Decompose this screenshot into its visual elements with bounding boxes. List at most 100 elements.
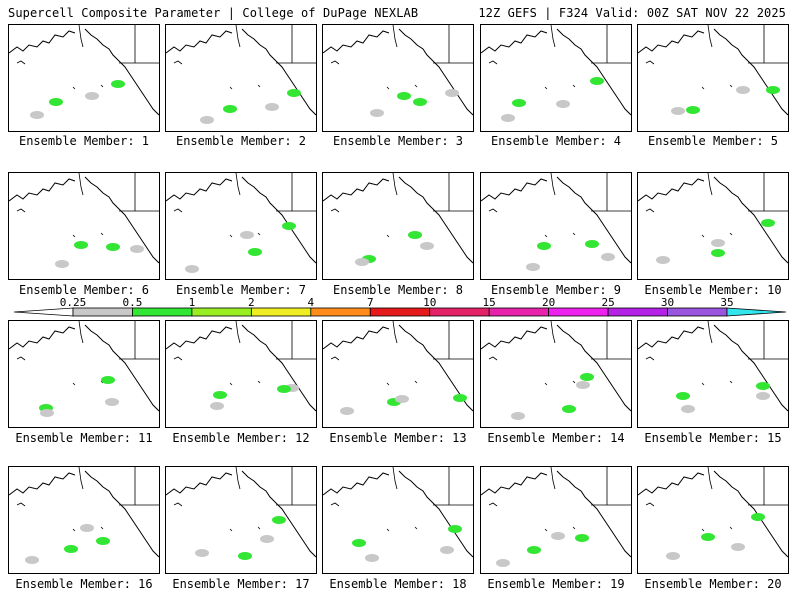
member-label: Ensemble Member: 18 xyxy=(329,577,467,591)
coastline xyxy=(166,324,316,412)
field-shading xyxy=(101,376,115,384)
member-map xyxy=(481,321,631,420)
member-label: Ensemble Member: 15 xyxy=(644,431,782,445)
colorbar-tick-label: 35 xyxy=(720,296,734,309)
field-shading xyxy=(25,556,39,564)
field-shading xyxy=(260,535,274,543)
political-border xyxy=(707,173,788,212)
colorbar-segment xyxy=(369,307,431,317)
islands xyxy=(173,502,261,532)
field-shading xyxy=(277,385,291,393)
colorbar-tick-label: 2 xyxy=(248,296,255,309)
field-shading xyxy=(556,100,570,108)
member-map xyxy=(323,467,473,562)
field-shading xyxy=(200,116,214,124)
field-shading xyxy=(240,231,254,239)
field-shading xyxy=(761,219,775,227)
colorbar-tick-label: 0.25 xyxy=(59,296,87,309)
colorbar-tick-label: 7 xyxy=(366,296,374,309)
member-panel xyxy=(165,466,317,574)
colorbar-min-arrow xyxy=(13,307,74,317)
islands xyxy=(645,502,733,532)
field-shading xyxy=(736,86,750,94)
field-shading xyxy=(711,239,725,247)
field-shading xyxy=(272,516,286,524)
field-shading xyxy=(40,409,54,417)
colorbar-tick-label: 1 xyxy=(188,296,196,309)
member-map xyxy=(166,173,316,273)
field-shading xyxy=(676,392,690,400)
field-shading xyxy=(210,402,224,410)
political-border xyxy=(78,25,159,64)
political-border xyxy=(392,173,473,212)
member-label: Ensemble Member: 20 xyxy=(644,577,782,591)
political-border xyxy=(707,321,788,360)
colorbar-tick-label: 0.5 xyxy=(122,296,143,309)
islands xyxy=(16,356,104,386)
field-shading xyxy=(496,559,510,567)
field-shading xyxy=(751,513,765,521)
member-panel xyxy=(480,24,632,132)
member-map xyxy=(323,173,473,266)
member-panel xyxy=(8,24,160,132)
field-shading xyxy=(248,248,262,256)
member-label: Ensemble Member: 13 xyxy=(329,431,467,445)
member-map xyxy=(166,321,316,412)
islands xyxy=(173,356,261,386)
coastline xyxy=(323,28,473,116)
member-panel xyxy=(165,172,317,280)
member-panel xyxy=(480,172,632,280)
political-border xyxy=(550,25,631,64)
member-panel xyxy=(8,172,160,280)
field-shading xyxy=(282,222,296,230)
member-label: Ensemble Member: 11 xyxy=(15,431,153,445)
coastline xyxy=(481,470,631,558)
field-shading xyxy=(106,243,120,251)
member-panel xyxy=(165,24,317,132)
member-panel xyxy=(165,320,317,428)
colorbar-tick-label: 10 xyxy=(423,296,437,309)
field-shading xyxy=(756,392,770,400)
colorbar xyxy=(13,307,787,317)
member-panel xyxy=(8,466,160,574)
member-map xyxy=(481,25,631,122)
field-shading xyxy=(756,382,770,390)
political-border xyxy=(78,467,159,506)
member-map xyxy=(481,173,631,271)
field-shading xyxy=(74,241,88,249)
colorbar-tick-label: 25 xyxy=(601,296,615,309)
field-shading xyxy=(562,405,576,413)
member-panel xyxy=(8,320,160,428)
field-shading xyxy=(511,412,525,420)
islands xyxy=(330,356,418,386)
islands xyxy=(645,356,733,386)
field-shading xyxy=(105,398,119,406)
colorbar-segment xyxy=(488,307,550,317)
coastline xyxy=(9,28,159,116)
field-shading xyxy=(395,395,409,403)
field-shading xyxy=(656,256,670,264)
member-map xyxy=(166,467,316,560)
colorbar-segment xyxy=(250,307,312,317)
member-label: Ensemble Member: 3 xyxy=(332,134,464,148)
member-map xyxy=(638,467,788,560)
coastline xyxy=(638,28,788,116)
field-shading xyxy=(448,525,462,533)
field-shading xyxy=(111,80,125,88)
field-shading xyxy=(527,546,541,554)
islands xyxy=(173,60,261,90)
political-border xyxy=(235,467,316,506)
member-label: Ensemble Member: 12 xyxy=(172,431,310,445)
field-shading xyxy=(701,533,715,541)
field-shading xyxy=(445,89,459,97)
field-shading xyxy=(576,381,590,389)
field-shading xyxy=(30,111,44,119)
member-panel xyxy=(637,320,789,428)
field-shading xyxy=(413,98,427,106)
member-map xyxy=(9,467,159,564)
colorbar-tick-label: 20 xyxy=(542,296,556,309)
member-panel xyxy=(322,172,474,280)
field-shading xyxy=(85,92,99,100)
field-shading xyxy=(590,77,604,85)
member-map xyxy=(166,25,316,124)
